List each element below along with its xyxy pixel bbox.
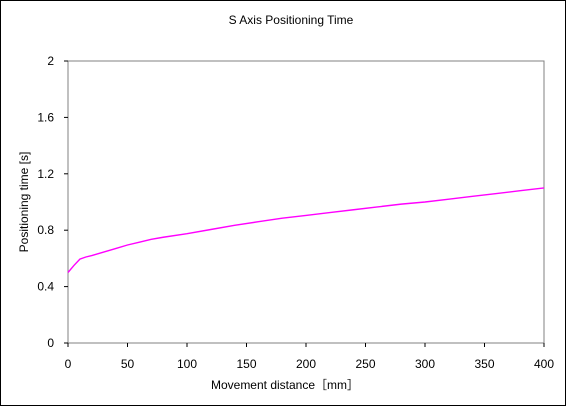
series-line — [67, 187, 545, 273]
x-tick-label: 150 — [236, 357, 256, 371]
x-tick-label: 250 — [355, 357, 375, 371]
x-tick-label: 50 — [121, 357, 135, 371]
x-tick-label: 400 — [534, 357, 554, 371]
x-tick-label: 300 — [415, 357, 435, 371]
x-tick-label: 0 — [65, 357, 72, 371]
y-tick-label: 2 — [47, 54, 54, 68]
y-tick-label: 1.2 — [37, 167, 54, 181]
x-axis-label: Movement distance［mm］ — [211, 378, 359, 392]
y-tick-label: 0.4 — [37, 280, 54, 294]
chart-title: S Axis Positioning Time — [229, 13, 354, 27]
x-tick-label: 200 — [296, 357, 316, 371]
plot-area — [67, 60, 545, 344]
y-axis-ticks — [64, 60, 68, 344]
y-tick-label: 1.6 — [37, 110, 54, 124]
x-axis-tick-labels: 0 50 100 150 200 250 300 350 400 — [65, 357, 555, 371]
y-tick-label: 0 — [47, 336, 54, 350]
y-tick-label: 0.8 — [37, 223, 54, 237]
x-axis-ticks — [67, 343, 545, 347]
x-tick-label: 350 — [474, 357, 494, 371]
x-tick-label: 100 — [177, 357, 197, 371]
y-axis-label: Positioning time [s] — [17, 152, 31, 253]
y-axis-tick-labels: 0 0.4 0.8 1.2 1.6 2 — [37, 54, 54, 350]
